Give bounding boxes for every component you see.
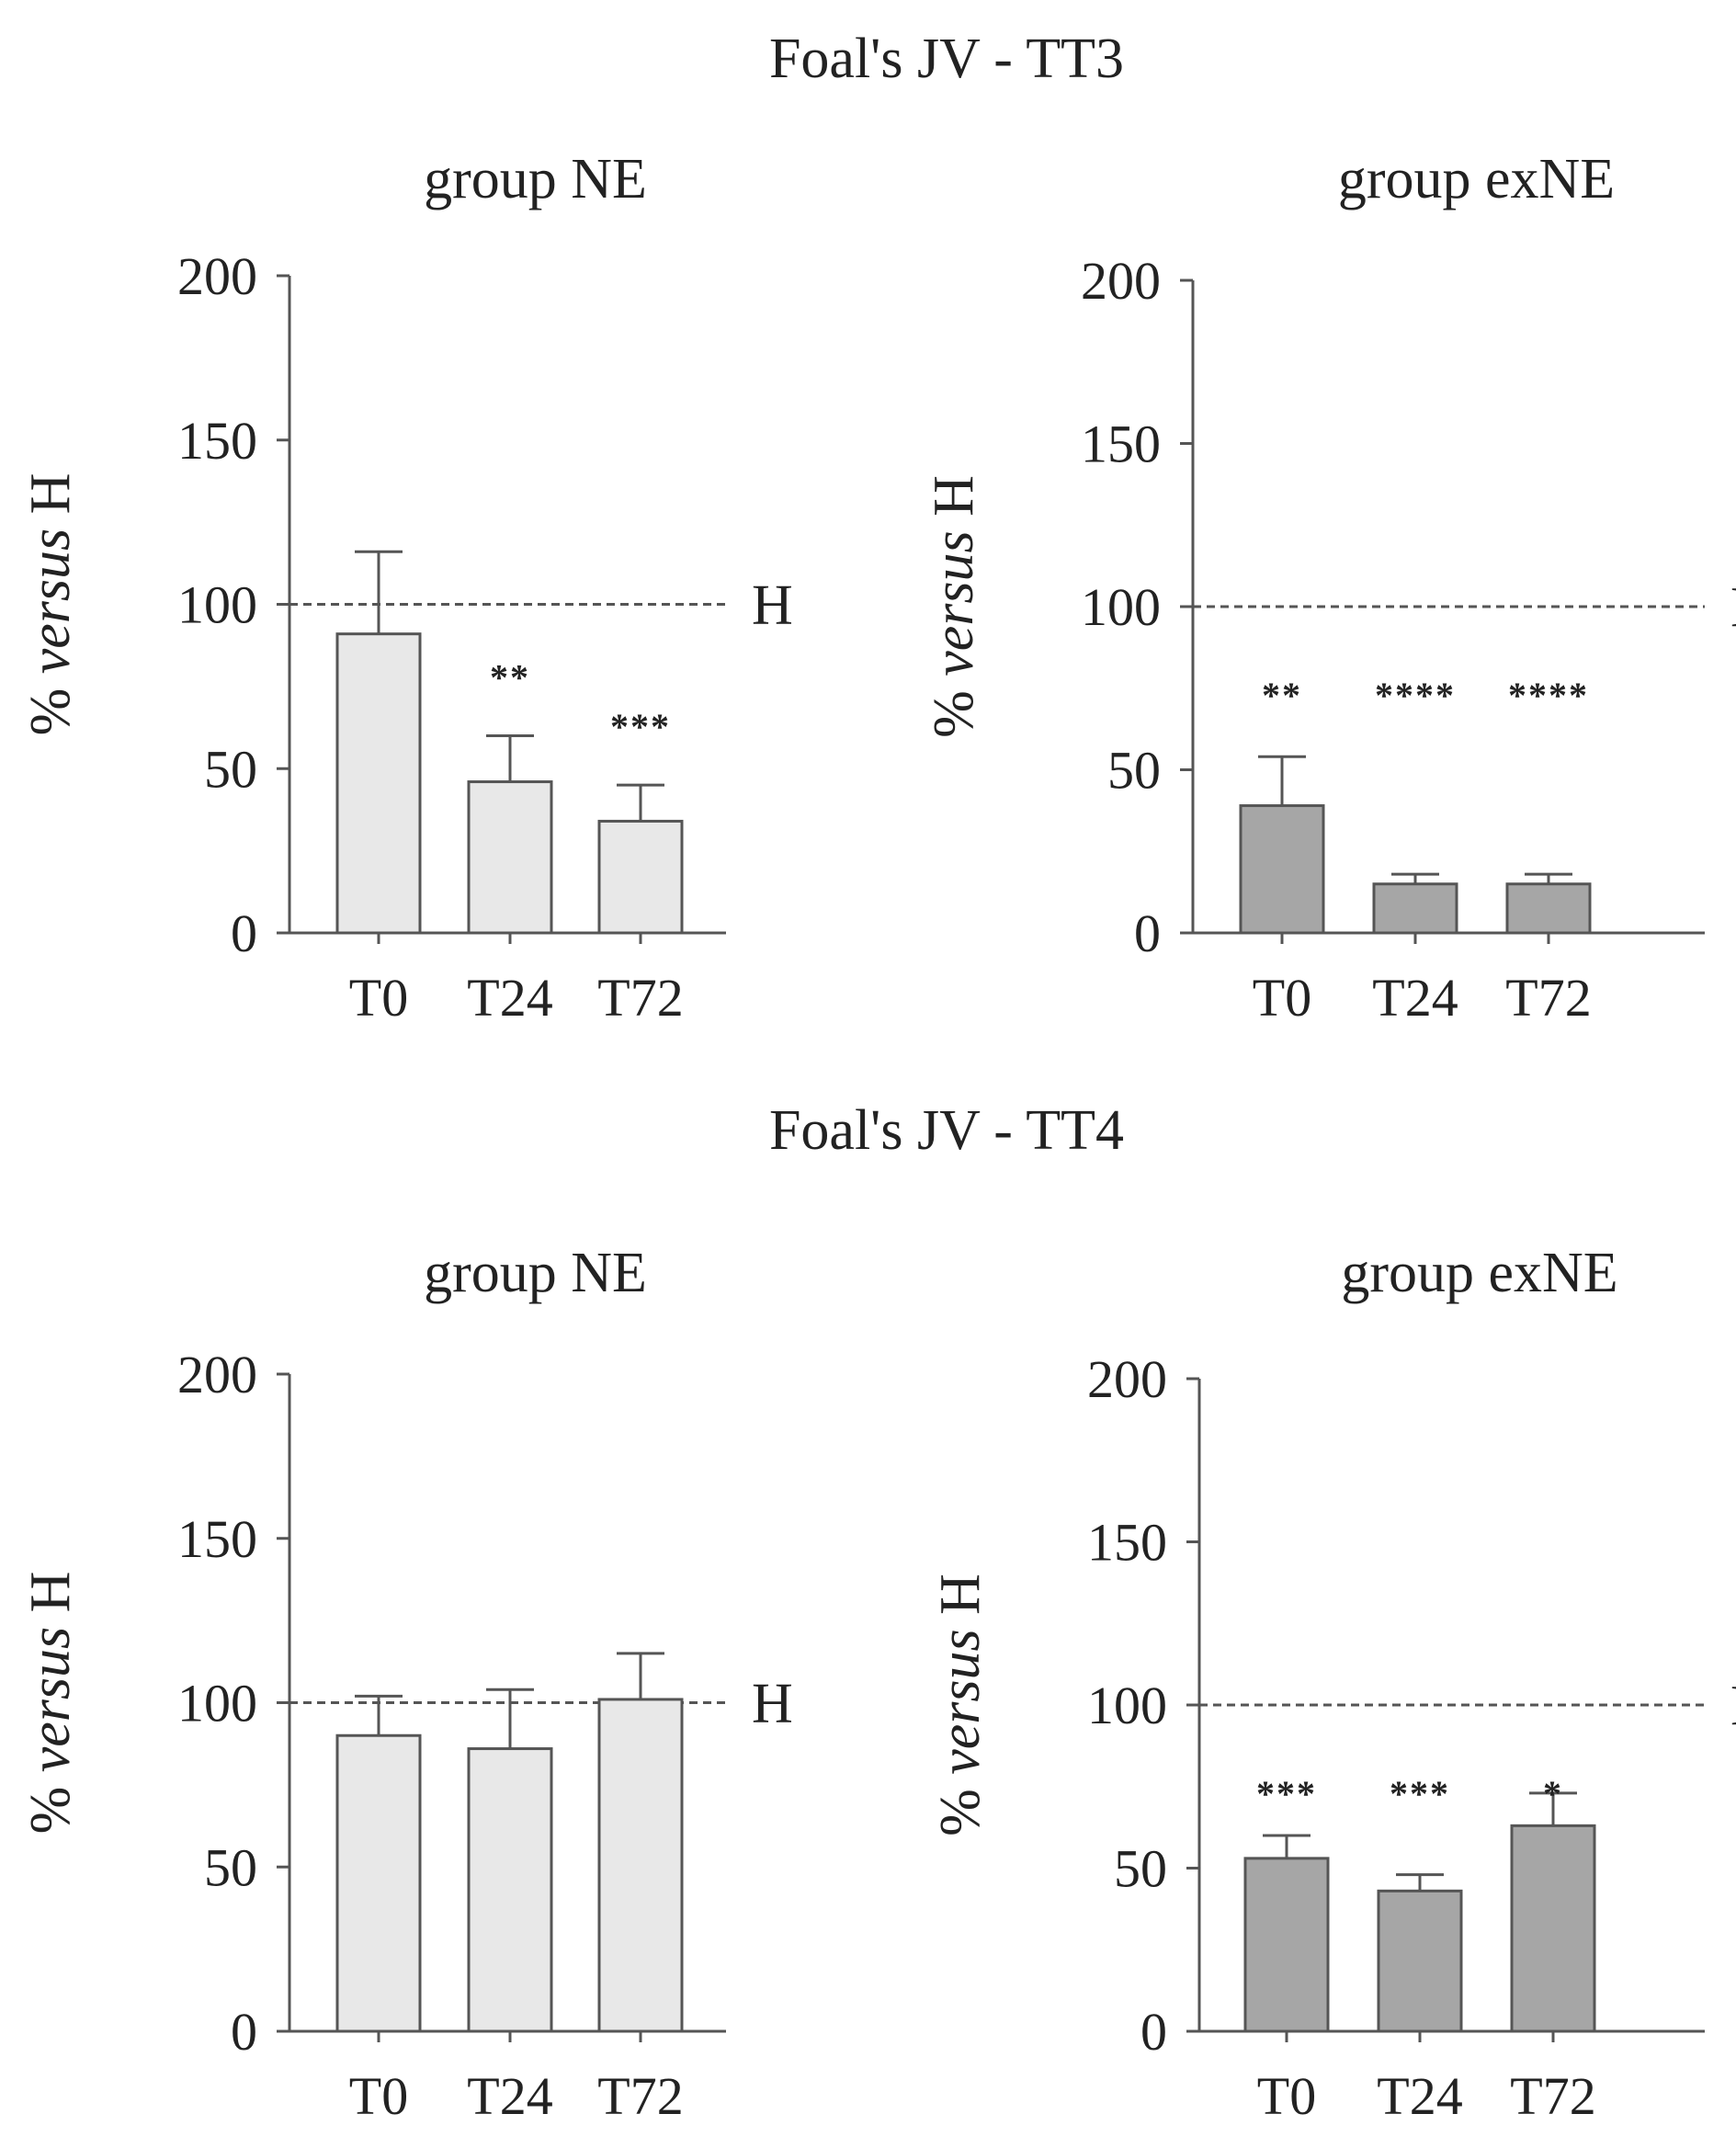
bar — [467, 780, 553, 935]
significance-mark: ** — [490, 657, 530, 699]
panel-title: group NE — [424, 1242, 647, 1304]
bar — [597, 819, 684, 935]
y-axis-label-prefix: % — [923, 676, 985, 738]
y-axis-label-italic: versus — [923, 530, 985, 676]
significance-mark: **** — [1375, 675, 1456, 716]
bar — [467, 1747, 553, 2033]
y-tick-label: 150 — [1087, 1513, 1167, 1573]
y-tick-label: 0 — [1140, 2002, 1167, 2062]
bar — [1377, 1889, 1463, 2033]
y-axis-label: % versus H — [19, 1572, 82, 1835]
y-tick-label: 50 — [204, 1837, 257, 1897]
y-axis-label: % versus H — [923, 475, 985, 738]
y-tick-label: 150 — [177, 411, 257, 471]
y-tick-label: 100 — [1087, 1676, 1167, 1735]
y-tick-label: 0 — [231, 904, 257, 963]
y-axis-label-italic: versus — [929, 1629, 992, 1774]
y-axis-label: % versus H — [19, 473, 82, 736]
bar — [597, 1698, 684, 2033]
y-axis-label-suffix: H — [929, 1574, 992, 1629]
figure-title-tt4: Foal's JV - TT4 — [769, 1099, 1124, 1162]
y-tick-label: 100 — [177, 1674, 257, 1733]
x-tick-label: T72 — [597, 2066, 683, 2126]
y-axis-label-italic: versus — [19, 528, 82, 674]
reference-line-label: H — [1730, 1675, 1736, 1737]
x-tick-label: T24 — [467, 968, 552, 1028]
bar — [1510, 1824, 1596, 2033]
x-tick-label: T0 — [349, 2066, 408, 2126]
x-tick-label: T0 — [349, 968, 408, 1028]
y-tick-label: 0 — [1134, 904, 1161, 963]
bar — [1239, 804, 1325, 935]
significance-mark: *** — [610, 706, 671, 747]
significance-mark: ** — [1262, 675, 1302, 716]
y-axis-label-prefix: % — [19, 674, 82, 735]
y-tick-label: 50 — [204, 739, 257, 799]
x-tick-label: T0 — [1253, 968, 1311, 1028]
reference-line-label: H — [1730, 576, 1736, 639]
reference-line-label: H — [752, 574, 793, 637]
y-axis-label-prefix: % — [929, 1775, 992, 1836]
bar — [1372, 882, 1458, 935]
y-axis-label-italic: versus — [19, 1627, 82, 1772]
y-axis-label-suffix: H — [19, 1572, 82, 1627]
chart-panel: group exNE% versus H050100150200HT0**T24… — [923, 148, 1736, 1028]
figure-title-tt3: Foal's JV - TT3 — [769, 28, 1124, 90]
x-tick-label: T0 — [1257, 2066, 1316, 2126]
significance-mark: **** — [1508, 675, 1589, 716]
x-tick-label: T24 — [467, 2066, 552, 2126]
y-tick-label: 150 — [1081, 415, 1161, 474]
y-tick-label: 200 — [1087, 1349, 1167, 1409]
y-tick-label: 100 — [177, 575, 257, 635]
significance-mark: * — [1543, 1773, 1563, 1814]
panel-title: group exNE — [1341, 1242, 1617, 1304]
significance-mark: *** — [1390, 1773, 1450, 1814]
y-tick-label: 150 — [177, 1509, 257, 1569]
y-tick-label: 200 — [177, 246, 257, 306]
y-tick-label: 50 — [1114, 1839, 1167, 1899]
chart-panel: group exNE% versus H050100150200HT0***T2… — [929, 1242, 1736, 2126]
y-tick-label: 200 — [177, 1345, 257, 1404]
x-tick-label: T72 — [1510, 2066, 1595, 2126]
y-tick-label: 0 — [231, 2002, 257, 2062]
y-tick-label: 200 — [1081, 251, 1161, 311]
bar — [335, 632, 422, 935]
y-axis-label: % versus H — [929, 1574, 992, 1836]
y-tick-label: 100 — [1081, 577, 1161, 637]
reference-line-label: H — [752, 1673, 793, 1735]
y-axis-label-prefix: % — [19, 1772, 82, 1834]
panel-title: group exNE — [1338, 148, 1615, 210]
panel-title: group NE — [424, 148, 647, 210]
x-tick-label: T24 — [1372, 968, 1458, 1028]
bar — [1505, 882, 1592, 935]
x-tick-label: T72 — [597, 968, 683, 1028]
bar — [335, 1733, 422, 2033]
x-tick-label: T24 — [1377, 2066, 1462, 2126]
significance-mark: *** — [1256, 1773, 1317, 1814]
x-tick-label: T72 — [1505, 968, 1591, 1028]
y-axis-label-suffix: H — [923, 475, 985, 530]
bar — [1243, 1857, 1330, 2033]
y-tick-label: 50 — [1107, 741, 1161, 801]
y-axis-label-suffix: H — [19, 473, 82, 528]
